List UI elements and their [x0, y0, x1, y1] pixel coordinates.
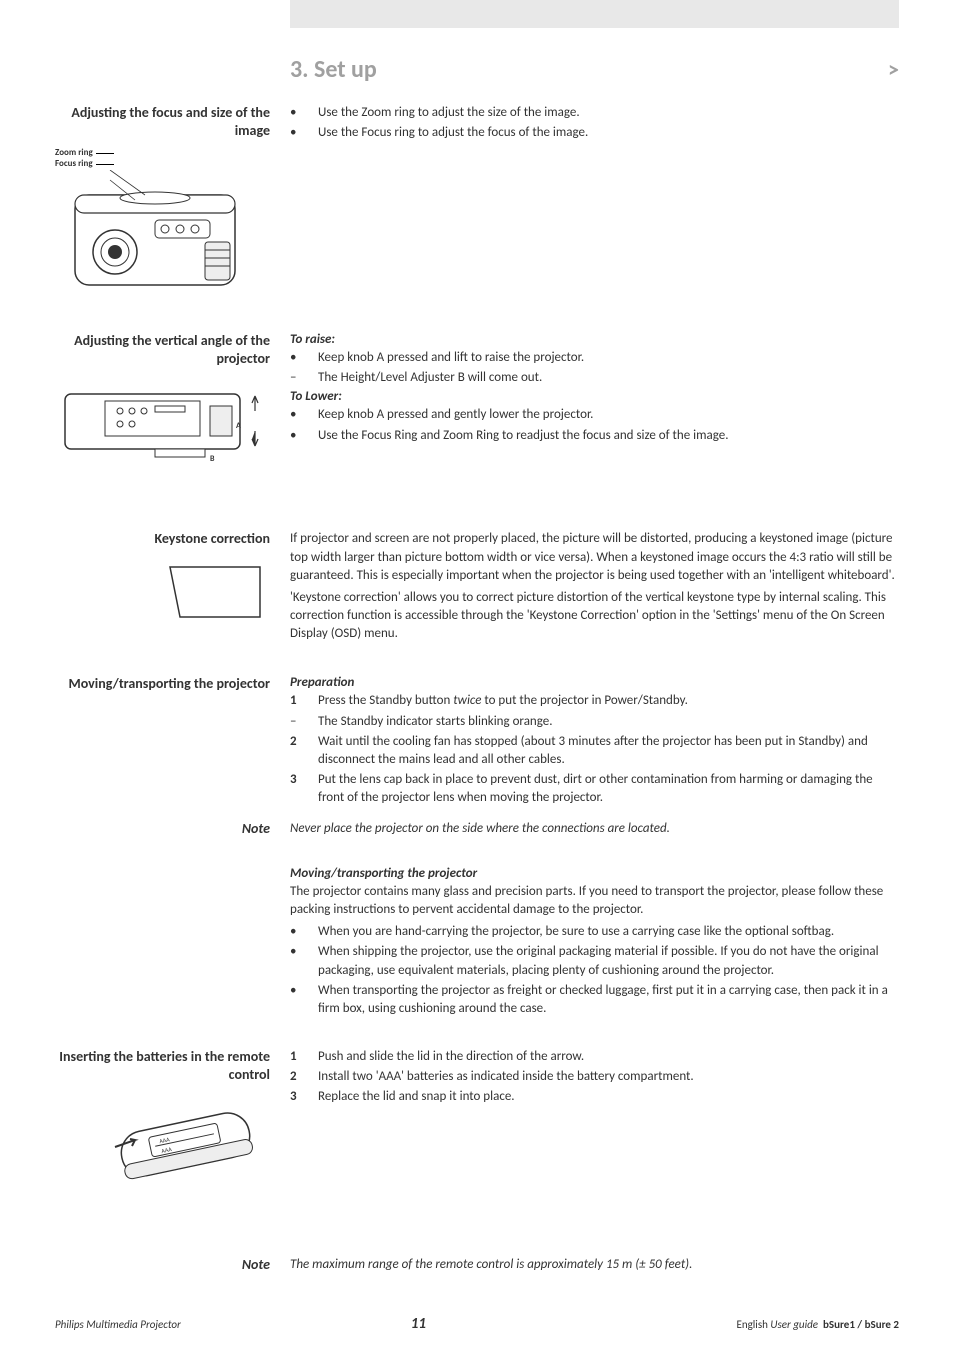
top-gray-bar	[290, 0, 899, 28]
footer-left: Philips Multimedia Projector	[55, 1318, 181, 1331]
raise-subhead: To raise:	[290, 332, 899, 347]
page-header: 3. Set up >	[55, 55, 899, 84]
list-item: 3Replace the lid and snap it into place.	[290, 1088, 899, 1106]
note-text-2: The maximum range of the remote control …	[290, 1256, 899, 1274]
heading-moving: Moving/transporting the projector	[55, 675, 270, 693]
footer-right: English User guide bSure1 / bSure 2	[736, 1318, 899, 1331]
list-item: •Keep knob A pressed and lift to raise t…	[290, 349, 899, 367]
footer-page-number: 11	[411, 1315, 426, 1333]
heading-vertical: Adjusting the vertical angle of the proj…	[55, 332, 270, 368]
list-item: •Use the Focus Ring and Zoom Ring to rea…	[290, 427, 899, 445]
section-moving-transport: Moving/transporting the projector The pr…	[55, 866, 899, 1020]
section-vertical: Adjusting the vertical angle of the proj…	[55, 332, 899, 470]
list-item: 1Press the Standby button twice to put t…	[290, 692, 899, 710]
heading-keystone: Keystone correction	[55, 530, 270, 548]
chapter-title: 3. Set up	[290, 55, 377, 84]
list-item: •When shipping the projector, use the or…	[290, 943, 899, 979]
heading-focus: Adjusting the focus and size of the imag…	[55, 104, 270, 140]
prep-subhead: Preparation	[290, 675, 899, 690]
note-text: Never place the projector on the side wh…	[290, 820, 899, 838]
mt-intro: The projector contains many glass and pr…	[290, 883, 899, 919]
keystone-para2: 'Keystone correction' allows you to corr…	[290, 589, 899, 644]
header-arrow-icon: >	[888, 56, 899, 83]
section-batteries-note: Note The maximum range of the remote con…	[55, 1256, 899, 1274]
list-item: –The Standby indicator starts blinking o…	[290, 713, 899, 731]
list-item: –The Height/Level Adjuster B will come o…	[290, 369, 899, 387]
lower-subhead: To Lower:	[290, 389, 899, 404]
list-item: 2Wait until the cooling fan has stopped …	[290, 733, 899, 769]
list-item: •Use the Focus ring to adjust the focus …	[290, 124, 899, 142]
section-moving: Moving/transporting the projector Prepar…	[55, 675, 899, 809]
remote-illustration-icon: AAA AAA	[100, 1092, 270, 1192]
heading-batteries: Inserting the batteries in the remote co…	[55, 1048, 270, 1084]
keystone-diagram	[55, 557, 270, 631]
focus-ring-label: Focus ring	[55, 159, 93, 170]
list-item: 3Put the lens cap back in place to preve…	[290, 771, 899, 807]
page-footer: Philips Multimedia Projector 11 English …	[55, 1315, 899, 1333]
mt-subhead: Moving/transporting the projector	[290, 866, 899, 881]
list-item: •When transporting the projector as frei…	[290, 982, 899, 1018]
list-item: 2Install two 'AAA' batteries as indicate…	[290, 1068, 899, 1086]
list-item: •Keep knob A pressed and gently lower th…	[290, 406, 899, 424]
section-batteries: Inserting the batteries in the remote co…	[55, 1048, 899, 1196]
svg-text:B: B	[210, 454, 215, 464]
list-item: 1Push and slide the lid in the direction…	[290, 1048, 899, 1066]
remote-diagram: AAA AAA	[55, 1092, 270, 1196]
projector-illustration-icon	[55, 170, 255, 300]
list-item: •Use the Zoom ring to adjust the size of…	[290, 104, 899, 122]
projector-side-illustration-icon: A B	[60, 376, 270, 466]
section-moving-note: Note Never place the projector on the si…	[55, 820, 899, 838]
keystone-shape-icon	[160, 557, 270, 627]
vertical-diagram: A B	[55, 376, 270, 470]
list-item: •When you are hand-carrying the projecto…	[290, 923, 899, 941]
note-label: Note	[55, 820, 270, 837]
svg-text:A: A	[236, 421, 241, 431]
section-focus: Adjusting the focus and size of the imag…	[55, 104, 899, 304]
section-keystone: Keystone correction If projector and scr…	[55, 530, 899, 647]
projector-diagram: Zoom ring Focus ring	[55, 148, 270, 304]
keystone-para1: If projector and screen are not properly…	[290, 530, 899, 585]
note-label-2: Note	[55, 1256, 270, 1273]
